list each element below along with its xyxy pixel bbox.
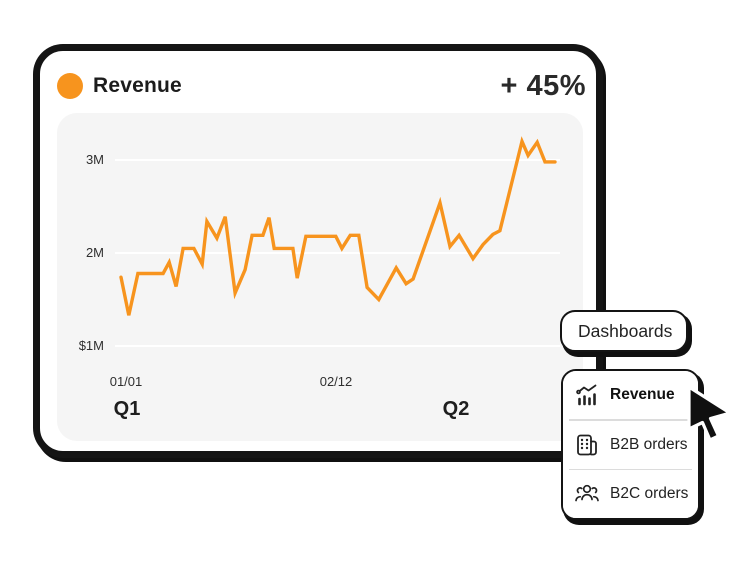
- x-axis-tick-0212: 02/12: [319, 374, 353, 389]
- dashboards-dropdown-label: Dashboards: [578, 320, 673, 341]
- menu-item-revenue[interactable]: Revenue: [563, 371, 698, 419]
- y-axis-tick-2m: 2M: [85, 245, 104, 260]
- growth-delta-value: + 45%: [500, 69, 586, 102]
- menu-item-b2c-orders[interactable]: B2C orders: [563, 470, 698, 518]
- people-icon: [575, 484, 599, 502]
- menu-divider: [569, 419, 692, 421]
- chart-panel: 3M 2M $1M 01/01 02/12 Q1 Q2: [57, 113, 583, 441]
- dashboards-dropdown-menu: Revenue B2B orders B2C orders: [561, 369, 700, 520]
- building-icon: [577, 434, 597, 455]
- quarter-label-q2: Q2: [442, 398, 470, 420]
- menu-item-b2b-orders[interactable]: B2B orders: [563, 420, 698, 469]
- menu-divider: [569, 468, 692, 470]
- x-axis-tick-0101: 01/01: [109, 374, 143, 389]
- menu-item-revenue-label: Revenue: [610, 386, 675, 403]
- dashboards-dropdown-trigger[interactable]: Dashboards: [560, 310, 689, 352]
- analytics-icon: [576, 384, 597, 406]
- menu-item-b2b-orders-label: B2B orders: [610, 435, 688, 453]
- revenue-card: Revenue + 45% 3M 2M $1M 01/01 02/12 Q1 Q…: [37, 48, 599, 454]
- menu-item-b2c-orders-label: B2C orders: [610, 485, 689, 502]
- quarter-label-q1: Q1: [113, 398, 141, 420]
- y-axis-tick-3m: 3M: [85, 152, 104, 167]
- card-title: Revenue: [93, 74, 182, 97]
- y-axis-tick-1m: $1M: [78, 338, 104, 353]
- card-header: Revenue + 45%: [57, 65, 586, 107]
- revenue-legend-dot: [57, 73, 83, 99]
- revenue-line-chart: [115, 136, 560, 347]
